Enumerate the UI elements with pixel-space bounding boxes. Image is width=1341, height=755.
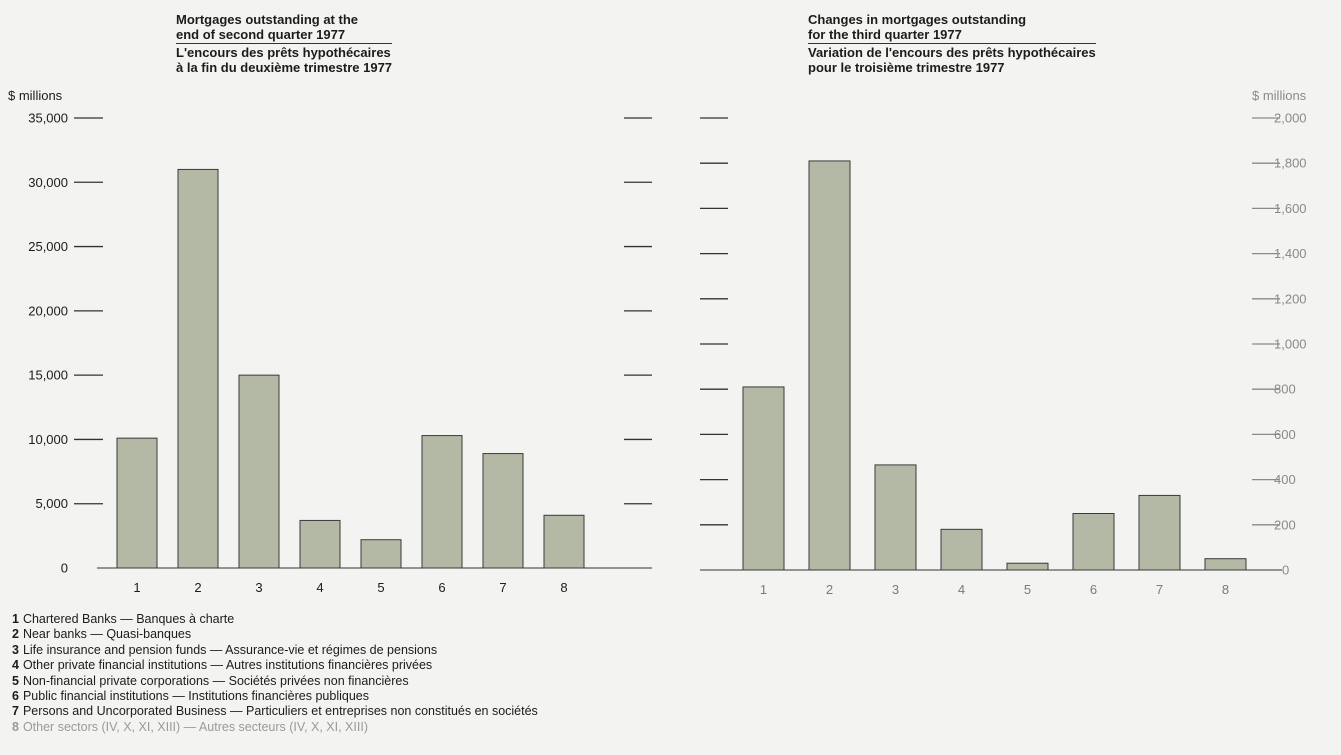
right-unit-label: $ millions [1252,88,1307,103]
left-x-tick-label: 7 [499,580,506,595]
right-y-tick-label: 800 [1274,382,1296,397]
left-bar-1 [116,437,158,569]
right-x-tick-label: 4 [958,582,965,597]
left-title-rule [176,43,393,44]
right-bar-7 [1138,494,1181,571]
left-title-line-2: end of second quarter 1977 [176,27,346,42]
right-bar-5 [1006,562,1049,571]
right-x-tick-label: 7 [1156,582,1163,597]
left-y-tick-label: 0 [61,561,68,576]
left-y-tick-label: 15,000 [28,368,68,383]
left-y-tick-label: 30,000 [28,175,68,190]
left-x-tick-label: 3 [255,580,262,595]
right-y-tick-label: 200 [1274,517,1296,532]
left-bar-8 [543,514,585,569]
right-chart-title: Changes in mortgages outstanding for the… [808,12,1096,75]
right-y-tick-label: 1,200 [1274,291,1307,306]
right-x-tick-label: 3 [892,582,899,597]
left-title-line-4: à la fin du deuxième trimestre 1977 [176,60,393,75]
right-bar-1 [742,386,785,571]
right-bar-6 [1072,513,1115,571]
right-title-line-1: Changes in mortgages outstanding [808,12,1027,27]
legend-item: 4 Other private financial institutions — … [12,658,433,673]
left-bar-4 [299,519,341,569]
right-y-tick-label: 600 [1274,427,1296,442]
right-y-tick-label: 1,600 [1274,201,1307,216]
right-x-tick-label: 1 [760,582,767,597]
right-x-tick-label: 5 [1024,582,1031,597]
right-y-tick-label: 2,000 [1274,111,1307,126]
left-x-tick-label: 4 [316,580,323,595]
legend-item: 2 Near banks — Quasi-banques [12,627,192,642]
right-y-tick-label: 1,000 [1274,337,1307,352]
left-x-tick-label: 5 [377,580,384,595]
right-bar-4 [940,528,983,571]
left-y-tick-label: 25,000 [28,239,68,254]
left-title-line-3: L'encours des prêts hypothécaires [176,45,391,60]
left-x-tick-label: 6 [438,580,445,595]
left-title-line-1: Mortgages outstanding at the [176,12,358,27]
right-y-tick-label: 1,400 [1274,246,1307,261]
left-bar-2 [177,168,219,569]
right-title-rule [808,43,1096,44]
legend-item: 7 Persons and Uncorporated Business — Par… [12,704,538,719]
left-chart-title: Mortgages outstanding at the end of seco… [176,12,393,75]
left-bar-7 [482,453,524,569]
right-x-tick-label: 6 [1090,582,1097,597]
left-x-tick-label: 2 [194,580,201,595]
left-bar-6 [421,435,463,569]
left-y-tick-label: 10,000 [28,432,68,447]
left-y-tick-label: 35,000 [28,111,68,126]
legend-item: 8 Other sectors (IV, X, XI, XIII) — Autre… [12,719,368,734]
left-x-tick-label: 1 [133,580,140,595]
legend: 1 Chartered Banks — Banques à charte 2 Nea… [12,612,538,735]
left-y-tick-label: 5,000 [35,496,68,511]
right-title-line-3: Variation de l'encours des prêts hypothé… [808,45,1096,60]
legend-item: 1 Chartered Banks — Banques à charte [12,612,235,626]
right-bar-8 [1204,558,1247,571]
left-bar-3 [238,374,280,569]
right-bar-3 [874,464,917,571]
right-bar-2 [808,160,851,571]
left-unit-label: $ millions [8,88,63,103]
legend-item: 6 Public financial institutions — Institu… [12,689,369,704]
left-x-tick-label: 8 [560,580,567,595]
right-x-tick-label: 8 [1222,582,1229,597]
legend-item: 3 Life insurance and pension funds — Assu… [12,642,438,657]
left-y-tick-label: 20,000 [28,303,68,318]
right-x-tick-label: 2 [826,582,833,597]
right-title-line-4: pour le troisième trimestre 1977 [808,60,1005,75]
right-y-tick-label: 0 [1282,563,1289,578]
charts-canvas: 0 5,000 10,000 15,000 20,000 25,000 30,000 35,0… [28,111,1307,598]
right-y-tick-label: 400 [1274,472,1296,487]
left-bar-5 [360,539,402,569]
right-y-tick-label: 1,800 [1274,156,1307,171]
right-title-line-2: for the third quarter 1977 [808,27,962,42]
legend-item: 5 Non-financial private corporations — So… [12,673,409,688]
